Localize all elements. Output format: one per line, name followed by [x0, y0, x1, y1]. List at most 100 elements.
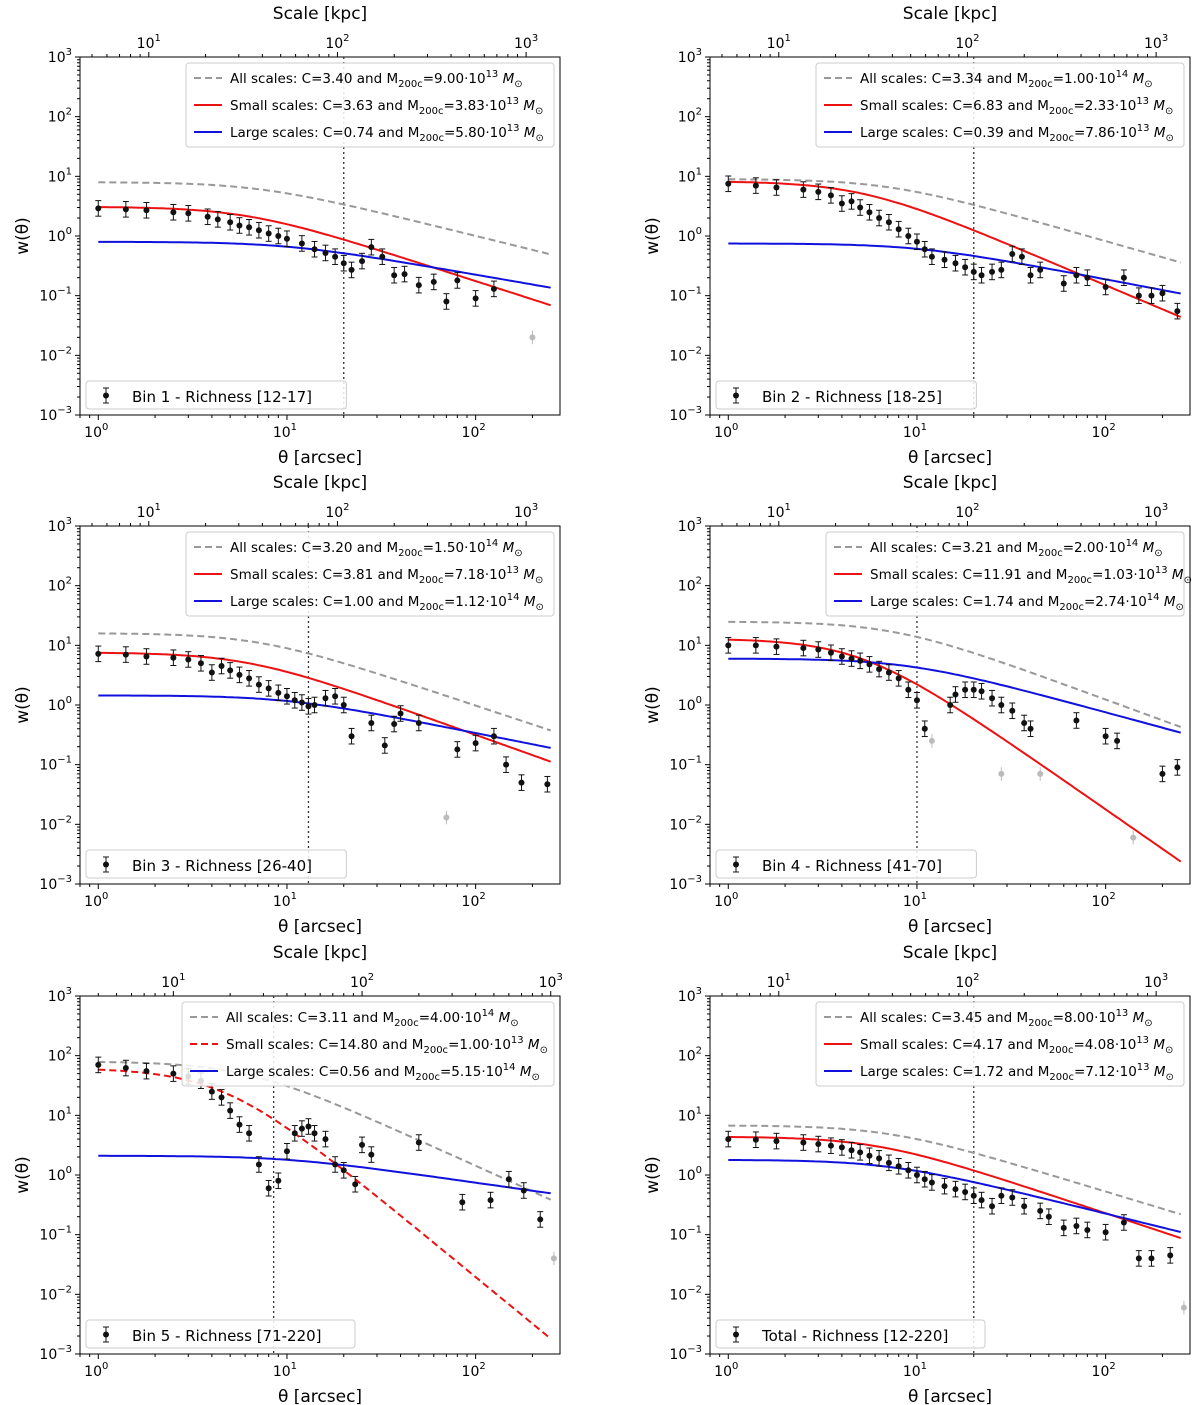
faded-data-point	[928, 737, 935, 744]
legend-entry: All scales: C=3.21 and M200c=2.00·1014 M…	[870, 538, 1163, 559]
data-point	[885, 1159, 892, 1166]
model-curve-all-scales	[728, 1124, 1182, 1216]
data-point	[913, 1172, 920, 1178]
data-point	[952, 691, 959, 698]
x-tick-label: 102	[462, 422, 486, 441]
data-point	[947, 702, 954, 708]
y-axis-label: w(θ)	[643, 686, 663, 724]
data-point	[1135, 292, 1142, 299]
data-point	[838, 200, 845, 207]
data-point	[311, 1130, 318, 1137]
data-point	[866, 661, 873, 668]
y-axis-label: w(θ)	[13, 1156, 33, 1194]
data-point	[1037, 1207, 1044, 1214]
x-tick-label: 100	[84, 422, 108, 441]
legend-marker	[733, 392, 739, 399]
data-point	[913, 697, 920, 704]
x-tick-label: 102	[1092, 1361, 1116, 1380]
data-point	[725, 180, 732, 187]
panel-legend	[85, 849, 347, 879]
data-point	[1102, 733, 1109, 740]
data-point	[815, 646, 822, 653]
data-point	[340, 260, 347, 267]
data-point	[815, 1141, 822, 1148]
top-axis-label: Scale [kpc]	[903, 943, 997, 963]
data-point	[970, 1192, 977, 1199]
data-point	[848, 1147, 855, 1154]
data-point	[1102, 1229, 1109, 1236]
data-point	[291, 697, 298, 704]
data-point	[472, 740, 479, 747]
x-tick-label: 101	[273, 891, 297, 910]
model-curve-all-scales	[728, 178, 1181, 264]
data-point	[305, 1123, 312, 1130]
data-point	[1084, 1226, 1091, 1233]
data-point	[340, 702, 347, 708]
data-point	[340, 1167, 347, 1174]
data-point	[962, 1188, 969, 1195]
model-curve-all-scales	[98, 1061, 552, 1201]
model-curve-all-scales	[98, 181, 551, 256]
data-point	[857, 204, 864, 211]
legend-entry: Small scales: C=3.63 and M200c=3.83·1013…	[230, 96, 543, 117]
data-point	[170, 654, 177, 661]
model-curve-large-scales	[728, 242, 1181, 295]
y-tick-label: 10−3	[669, 405, 702, 424]
data-point	[391, 272, 398, 279]
y-tick-label: 10−3	[669, 1344, 702, 1363]
data-point	[298, 699, 305, 706]
x-tick-label: 102	[1092, 891, 1116, 910]
faded-data-point	[998, 770, 1005, 777]
data-point	[503, 761, 510, 768]
data-point	[122, 1065, 129, 1072]
data-point	[857, 1149, 864, 1156]
panel-2: 10−3 10−2 10−1 100 101 102 103 100 101 102 101 102 1…	[643, 4, 1191, 468]
top-tick-label: 102	[955, 33, 979, 52]
y-tick-label: 102	[48, 1046, 72, 1065]
y-tick-label: 100	[678, 1165, 702, 1184]
panel-label: Bin 3 - Richness [26-40]	[132, 857, 312, 875]
faded-data-point	[550, 1255, 557, 1262]
data-point	[368, 719, 375, 726]
panel-3: 10−3 10−2 10−1 100 101 102 103 100 101 102 101 102 1…	[13, 473, 561, 937]
data-point	[454, 277, 461, 284]
panel-4: 10−3 10−2 10−1 100 101 102 103 100 101 102 101 102 1…	[643, 473, 1192, 937]
data-point	[236, 671, 243, 678]
data-point	[989, 695, 996, 702]
data-point	[1060, 1224, 1067, 1231]
y-tick-label: 101	[678, 1105, 702, 1124]
legend-entry: Large scales: C=1.74 and M200c=2.74·1014…	[870, 592, 1184, 613]
data-point	[725, 1136, 732, 1143]
top-tick-label: 103	[1144, 502, 1168, 521]
y-tick-label: 101	[678, 635, 702, 654]
data-point	[487, 1197, 494, 1204]
data-point	[227, 1107, 234, 1114]
legend-entry: Large scales: C=0.74 and M200c=5.80·1013…	[230, 123, 544, 144]
data-point	[1159, 290, 1166, 297]
top-tick-label: 103	[1144, 972, 1168, 991]
x-tick-label: 102	[462, 891, 486, 910]
model-curve-large-scales	[98, 240, 551, 289]
model-legend	[185, 62, 555, 148]
panel-label: Bin 5 - Richness [71-220]	[132, 1327, 322, 1345]
data-point	[275, 689, 282, 696]
panel-1: 10−3 10−2 10−1 100 101 102 103 100 101 102 101 102 1…	[13, 4, 561, 468]
top-axis-label: Scale [kpc]	[903, 473, 997, 493]
y-tick-label: 100	[48, 1165, 72, 1184]
x-axis-label: θ [arcsec]	[278, 917, 362, 937]
legend-entry: Large scales: C=0.56 and M200c=5.15·1014…	[226, 1062, 540, 1083]
data-point	[311, 702, 318, 708]
data-point	[1135, 1255, 1142, 1262]
data-point	[348, 266, 355, 273]
panel-label: Bin 4 - Richness [41-70]	[762, 857, 942, 875]
data-point	[185, 210, 192, 217]
data-point	[962, 264, 969, 271]
data-point	[1073, 1222, 1080, 1229]
data-point	[490, 733, 497, 740]
data-point	[359, 258, 366, 265]
legend-marker	[103, 392, 109, 399]
data-point	[848, 198, 855, 205]
top-tick-label: 103	[514, 502, 538, 521]
y-tick-label: 10−3	[39, 405, 72, 424]
data-point	[752, 1136, 759, 1143]
